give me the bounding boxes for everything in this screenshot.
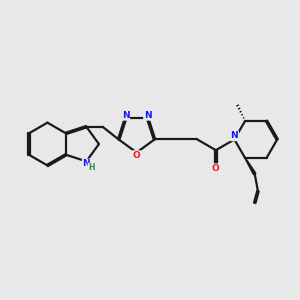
Text: O: O xyxy=(212,164,220,173)
Text: O: O xyxy=(133,151,140,160)
Text: N: N xyxy=(82,159,90,168)
Text: N: N xyxy=(231,131,238,140)
Polygon shape xyxy=(245,158,256,175)
Text: H: H xyxy=(88,164,95,172)
Text: N: N xyxy=(122,111,129,120)
Text: N: N xyxy=(144,111,152,120)
